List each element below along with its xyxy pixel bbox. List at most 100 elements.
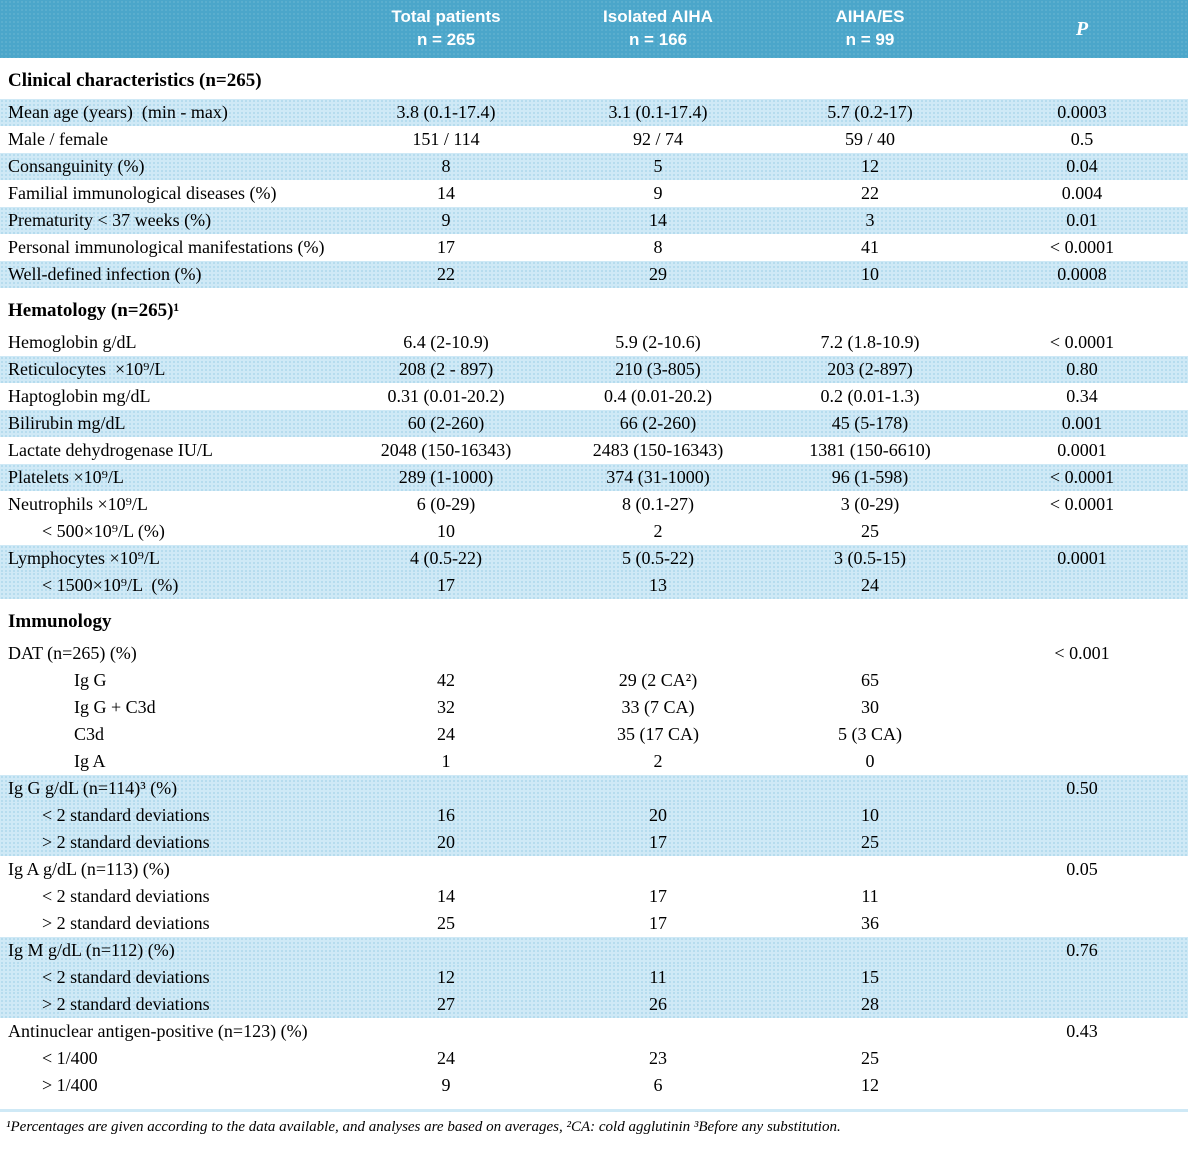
value-cell: 20 — [649, 805, 667, 825]
table-row: Ig G + C3d 32 33 (7 CA) 30 — [0, 694, 1188, 721]
col-header-isolated-aiha-title: Isolated AIHA — [603, 7, 713, 27]
table-row: Ig M g/dL (n=112) (%) 0.76 — [0, 937, 1188, 964]
value-cell: 15 — [861, 967, 879, 987]
value-cell: 32 — [437, 697, 455, 717]
p-value-cell: 0.0001 — [1057, 548, 1107, 568]
value-cell: 17 — [649, 832, 667, 852]
row-label: Ig G g/dL (n=114)³ (%) — [8, 778, 178, 798]
row-label: Lymphocytes ×10⁹/L — [8, 548, 160, 568]
row-label: Lactate dehydrogenase IU/L — [8, 440, 213, 460]
table-row: Mean age (years) (min - max) 3.8 (0.1-17.… — [0, 99, 1188, 126]
value-cell: 14 — [437, 886, 455, 906]
row-label: Ig A g/dL (n=113) (%) — [8, 859, 170, 879]
value-cell: 6 (0-29) — [416, 494, 476, 514]
table-row: Personal immunological manifestations (%… — [0, 234, 1188, 261]
value-cell: 0.2 (0.01-1.3) — [820, 386, 920, 406]
value-cell: 151 / 114 — [412, 129, 480, 149]
col-header-p-value-title: P — [1075, 17, 1089, 40]
col-header-total-patients-title: Total patients — [391, 7, 501, 27]
value-cell: 6 — [653, 1075, 663, 1095]
table-row: Haptoglobin mg/dL 0.31 (0.01-20.2) 0.4 (0.… — [0, 383, 1188, 410]
value-cell: 6.4 (2-10.9) — [403, 332, 489, 352]
row-label: Personal immunological manifestations (%… — [8, 237, 325, 257]
value-cell: 65 — [861, 670, 879, 690]
row-label: Ig G — [74, 670, 107, 690]
p-value-cell: 0.004 — [1061, 183, 1103, 203]
value-cell: 8 (0.1-27) — [622, 494, 694, 514]
row-label: > 2 standard deviations — [42, 913, 210, 933]
row-label: Neutrophils ×10⁹/L — [8, 494, 148, 514]
row-label: < 2 standard deviations — [42, 967, 210, 987]
p-value-cell: 0.0003 — [1057, 102, 1107, 122]
row-label: < 2 standard deviations — [42, 886, 210, 906]
value-cell: 1 — [441, 751, 451, 771]
table-row: < 500×10⁹/L (%) 10 2 25 — [0, 518, 1188, 545]
table-row: > 1/400 9 6 12 — [0, 1072, 1188, 1099]
row-label: Ig M g/dL (n=112) (%) — [8, 940, 175, 960]
value-cell: 8 — [441, 156, 451, 176]
section-title: Hematology (n=265)¹ — [8, 300, 180, 321]
row-label: Reticulocytes ×10⁹/L — [8, 359, 166, 379]
value-cell: 33 (7 CA) — [621, 697, 695, 717]
table-body: Clinical characteristics (n=265) Mean age… — [0, 58, 1188, 1099]
value-cell: 17 — [649, 913, 667, 933]
row-label: Mean age (years) (min - max) — [8, 102, 228, 122]
row-label: Ig A — [74, 751, 106, 771]
value-cell: 9 — [441, 1075, 451, 1095]
table-row: Neutrophils ×10⁹/L 6 (0-29) 8 (0.1-27) 3 (0… — [0, 491, 1188, 518]
table-row: Well-defined infection (%) 22 29 10 0.0008 — [0, 261, 1188, 288]
table-row: Lactate dehydrogenase IU/L 2048 (150-1634… — [0, 437, 1188, 464]
table-row: Ig G g/dL (n=114)³ (%) 0.50 — [0, 775, 1188, 802]
section-title: Clinical characteristics (n=265) — [8, 70, 262, 91]
value-cell: 0.31 (0.01-20.2) — [387, 386, 505, 406]
row-label: Consanguinity (%) — [8, 156, 145, 176]
value-cell: 66 (2-260) — [619, 413, 697, 433]
table-row: C3d 24 35 (17 CA) 5 (3 CA) — [0, 721, 1188, 748]
value-cell: 16 — [437, 805, 455, 825]
p-value-cell: 0.05 — [1066, 859, 1098, 879]
p-value-cell: < 0.0001 — [1049, 332, 1115, 352]
p-value-cell: 0.76 — [1066, 940, 1098, 960]
table-row: < 1500×10⁹/L (%) 17 13 24 — [0, 572, 1188, 599]
col-header-p-value: P — [976, 16, 1188, 43]
value-cell: 9 — [441, 210, 451, 230]
table-row: Ig A g/dL (n=113) (%) 0.05 — [0, 856, 1188, 883]
p-value-cell: 0.0001 — [1057, 440, 1107, 460]
value-cell: 3 (0-29) — [840, 494, 900, 514]
row-label: < 500×10⁹/L (%) — [42, 521, 165, 541]
value-cell: 25 — [861, 521, 879, 541]
footnote: ¹Percentages are given according to the … — [0, 1109, 1188, 1136]
value-cell: 12 — [437, 967, 455, 987]
table-row: > 2 standard deviations 25 17 36 — [0, 910, 1188, 937]
value-cell: 10 — [437, 521, 455, 541]
row-label: < 2 standard deviations — [42, 805, 210, 825]
value-cell: 26 — [649, 994, 667, 1014]
value-cell: 17 — [437, 237, 455, 257]
row-label: Antinuclear antigen-positive (n=123) (%) — [8, 1021, 308, 1041]
value-cell: 11 — [861, 886, 879, 906]
p-value-cell: 0.001 — [1061, 413, 1103, 433]
table-row: Ig G 42 29 (2 CA²) 65 — [0, 667, 1188, 694]
row-label: DAT (n=265) (%) — [8, 643, 137, 663]
value-cell: 25 — [437, 913, 455, 933]
col-header-total-patients: Total patients n = 265 — [340, 6, 552, 52]
value-cell: 35 (17 CA) — [617, 724, 699, 744]
value-cell: 22 — [437, 264, 455, 284]
p-value-cell: 0.50 — [1066, 778, 1098, 798]
p-value-cell: 0.04 — [1066, 156, 1098, 176]
p-value-cell: 0.43 — [1066, 1021, 1098, 1041]
value-cell: 24 — [437, 1048, 455, 1068]
value-cell: 13 — [649, 575, 667, 595]
value-cell: 203 (2-897) — [827, 359, 913, 379]
row-label: > 2 standard deviations — [42, 994, 210, 1014]
value-cell: 11 — [649, 967, 667, 987]
value-cell: 374 (31-1000) — [606, 467, 710, 487]
value-cell: 25 — [861, 1048, 879, 1068]
value-cell: 25 — [861, 832, 879, 852]
value-cell: 1381 (150-6610) — [809, 440, 931, 460]
value-cell: 24 — [861, 575, 879, 595]
col-header-isolated-aiha: Isolated AIHA n = 166 — [552, 6, 764, 52]
col-header-aiha-es-n: n = 99 — [845, 30, 895, 49]
table-row: > 2 standard deviations 20 17 25 — [0, 829, 1188, 856]
value-cell: 8 — [653, 237, 663, 257]
